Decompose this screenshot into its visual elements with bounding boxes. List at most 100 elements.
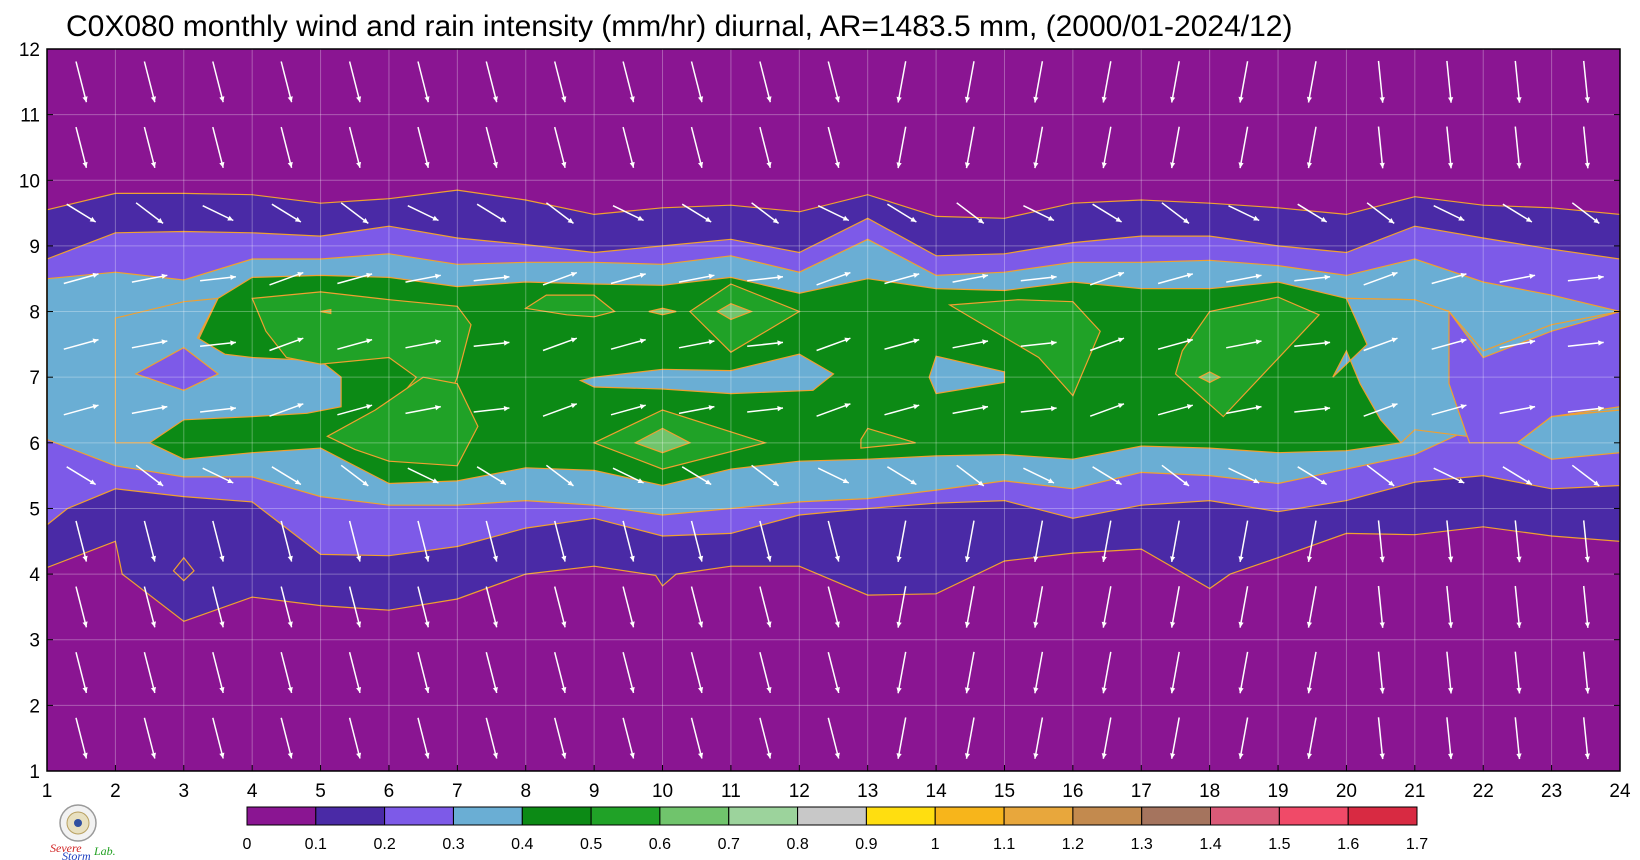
wind-arrow-shaft (348, 717, 361, 759)
wind-arrow-head (844, 337, 851, 343)
wind-arrow-shaft (1089, 403, 1125, 417)
wind-arrow-head (896, 753, 902, 759)
wind-arrow (553, 652, 567, 694)
wind-arrow-head (1320, 479, 1327, 485)
wind-arrow (952, 405, 989, 415)
wind-arrow-head (561, 687, 567, 693)
wind-arrow (759, 126, 772, 168)
wind-arrow (1023, 467, 1055, 484)
wind-arrow-head (1516, 687, 1522, 694)
wind-arrow (1433, 205, 1465, 222)
wind-arrow-shaft (1377, 717, 1384, 760)
wind-arrow-head (637, 215, 644, 221)
wind-arrow-shaft (827, 61, 840, 103)
wind-arrow-shaft (1034, 586, 1044, 628)
wind-arrow-head (287, 621, 293, 628)
wind-arrow-head (766, 687, 772, 693)
y-tick-label: 9 (29, 237, 40, 258)
wind-arrow-shaft (965, 61, 975, 103)
wind-arrow (956, 202, 985, 224)
contour-0.6-d (320, 308, 332, 315)
wind-arrow-head (287, 555, 293, 562)
x-tick-label: 7 (452, 781, 463, 802)
wind-arrow-head (356, 687, 362, 693)
wind-arrow (1582, 717, 1590, 760)
wind-arrow (827, 61, 840, 103)
wind-arrow (407, 205, 439, 222)
wind-arrow (131, 339, 168, 349)
x-tick-label: 18 (1199, 781, 1220, 802)
wind-arrow-shaft (271, 203, 302, 223)
wind-arrow (896, 651, 907, 694)
wind-arrow-shaft (747, 276, 784, 282)
wind-arrow-head (844, 403, 851, 409)
wind-arrow-head (1598, 340, 1604, 346)
wind-arrow-shaft (75, 61, 88, 103)
wind-arrow-head (1255, 339, 1262, 345)
wind-arrow-head (639, 338, 646, 344)
wind-arrow (622, 717, 635, 759)
wind-arrow-head (435, 273, 441, 279)
wind-arrow-shaft (965, 520, 975, 563)
wind-arrow (1226, 405, 1262, 415)
wind-arrow-shaft (751, 464, 780, 487)
wind-arrow-shaft (1446, 126, 1452, 169)
colorbar-swatch (1278, 806, 1349, 826)
wind-arrow-head (777, 340, 783, 346)
wind-arrow (1514, 651, 1522, 694)
colorbar-label: 0 (243, 836, 252, 853)
wind-arrow-shaft (1157, 273, 1194, 285)
wind-arrow-shaft (280, 717, 293, 759)
wind-arrow (1499, 339, 1536, 349)
wind-arrow-shaft (1089, 271, 1125, 286)
wind-arrow-shaft (75, 126, 88, 168)
wind-arrow (1089, 403, 1125, 417)
wind-arrow (1571, 202, 1600, 224)
wind-arrow-head (637, 478, 644, 483)
wind-arrow-shaft (348, 126, 361, 168)
x-tick-label: 24 (1609, 781, 1631, 802)
wind-arrow-shaft (622, 586, 635, 628)
wind-arrow-head (896, 556, 902, 562)
wind-arrow-shaft (1499, 340, 1536, 349)
wind-arrow-shaft (1239, 717, 1249, 759)
wind-arrow-head (1238, 753, 1244, 759)
wind-arrow (1502, 203, 1533, 223)
wind-arrow (1170, 651, 1180, 694)
wind-arrow (280, 520, 293, 562)
wind-arrow-shaft (212, 61, 224, 103)
wind-arrow-shaft (143, 61, 156, 103)
wind-arrow-shaft (143, 126, 156, 168)
wind-arrow-head (698, 752, 704, 759)
wind-arrow (1089, 337, 1125, 352)
wind-arrow-shaft (1571, 464, 1600, 487)
y-tick-label: 5 (29, 499, 40, 520)
wind-arrow-head (1324, 274, 1331, 280)
wind-arrow-head (561, 96, 567, 103)
wind-arrow-shaft (1297, 203, 1328, 223)
wind-arrow (143, 520, 156, 562)
wind-arrow-head (766, 621, 772, 628)
wind-arrow (476, 203, 507, 223)
wind-arrow (280, 126, 293, 168)
wind-arrow-head (977, 480, 984, 486)
wind-arrow-shaft (1170, 520, 1180, 563)
wind-arrow-head (1448, 162, 1454, 169)
wind-arrow-head (896, 621, 902, 628)
wind-arrow-shaft (622, 652, 635, 694)
wind-arrow-shaft (1239, 586, 1249, 628)
wind-arrow-shaft (340, 464, 369, 487)
wind-arrow (340, 464, 369, 487)
wind-arrow-head (1324, 340, 1331, 346)
x-tick-label: 14 (926, 781, 948, 802)
wind-arrow-shaft (1582, 520, 1589, 563)
wind-arrow-shaft (1377, 585, 1384, 628)
colorbar-label: 0.6 (649, 836, 671, 853)
wind-arrow (553, 520, 567, 562)
wind-arrow (476, 466, 507, 486)
wind-arrow-head (219, 752, 225, 759)
colorbar-swatch (384, 806, 454, 826)
wind-arrow-head (161, 405, 168, 411)
wind-arrow (202, 467, 234, 484)
wind-arrow (622, 61, 635, 103)
